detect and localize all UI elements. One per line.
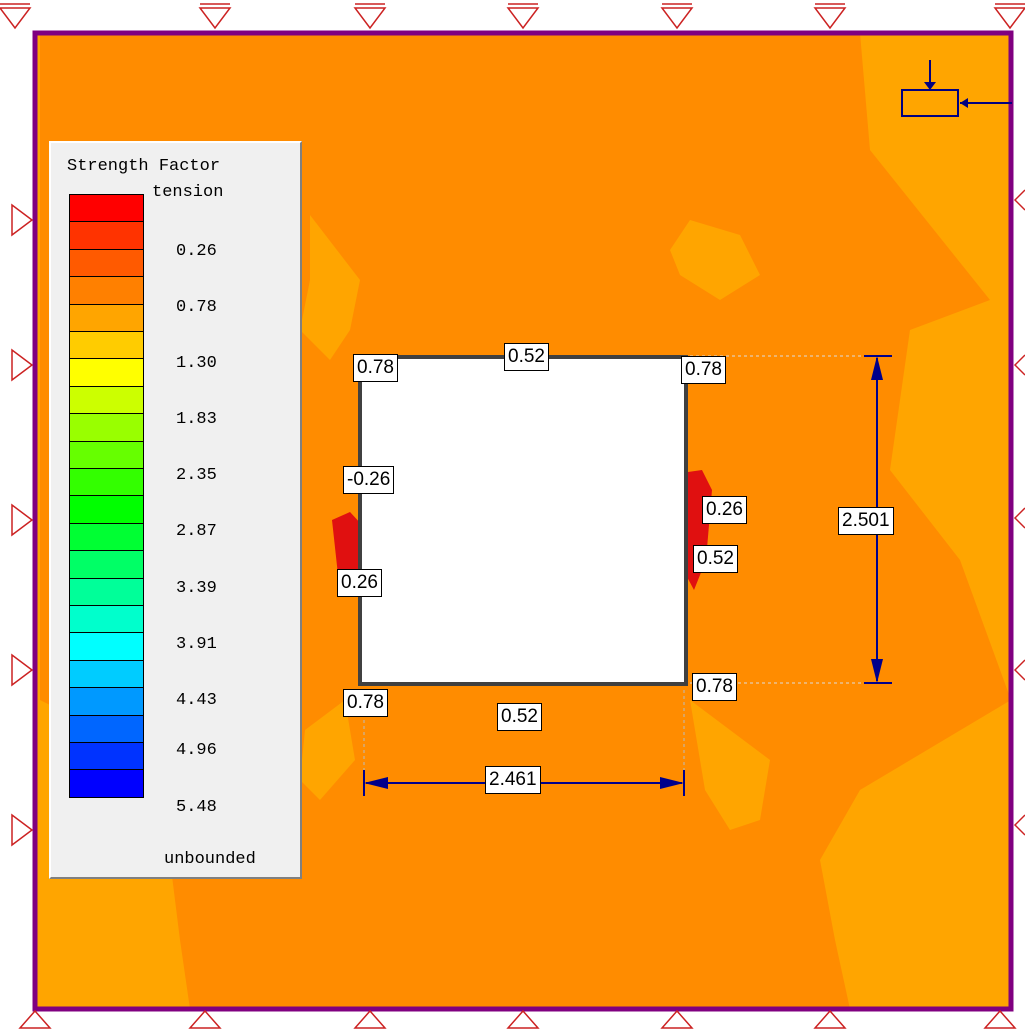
legend-label: tension: [152, 183, 224, 202]
legend-swatch: [69, 659, 144, 688]
legend-swatch: [69, 221, 144, 250]
legend-swatch: [69, 413, 144, 442]
value-label-left-lower: 0.26: [337, 569, 382, 597]
legend-label: unbounded: [164, 850, 256, 869]
legend-swatch: [69, 331, 144, 359]
contour-zone-right: [820, 33, 1011, 1009]
legend-label: 1.83: [176, 410, 217, 429]
legend-swatch: [69, 632, 144, 661]
width-dimension-label: 2.461: [485, 766, 541, 794]
value-label-bottom-mid: 0.52: [497, 703, 542, 731]
bottom-restraints: [18, 1009, 1017, 1029]
legend-swatch: [69, 769, 144, 798]
external-boundary[interactable]: [32, 30, 1014, 1012]
legend-label: 3.39: [176, 579, 217, 598]
legend-swatch: [69, 385, 144, 414]
contour-zone-left-lobe-upper: [300, 215, 360, 360]
legend-label: 0.78: [176, 298, 217, 317]
legend-swatch: [69, 550, 144, 579]
legend-swatch: [69, 605, 144, 633]
value-label-right-lower: 0.52: [693, 545, 738, 573]
contour-zone-left-lobe-lower: [300, 700, 355, 800]
legend-swatch: [69, 468, 144, 496]
field-stress-icon[interactable]: [901, 60, 1012, 117]
legend-swatch: [69, 495, 144, 524]
legend-title: Strength Factor: [67, 157, 221, 176]
right-restraints: [1013, 189, 1025, 836]
excavation[interactable]: [358, 355, 688, 686]
legend-swatch: [69, 248, 144, 277]
legend-swatch: [69, 742, 144, 770]
legend-label: 4.96: [176, 741, 217, 760]
legend-label: 5.48: [176, 798, 217, 817]
legend-label: 3.91: [176, 635, 217, 654]
legend-label: 2.35: [176, 466, 217, 485]
legend-label: 1.30: [176, 354, 217, 373]
legend-label: 2.87: [176, 522, 217, 541]
legend-swatch: [69, 714, 144, 743]
left-restraints: [11, 203, 34, 847]
legend-label: 4.43: [176, 691, 217, 710]
legend-panel[interactable]: Strength Factor tension 0.26 0.78 1.30 1.83 2…: [49, 141, 302, 879]
value-label-left-upper: -0.26: [343, 466, 395, 494]
legend-swatch: [69, 577, 144, 606]
value-label-right-upper: 0.26: [702, 496, 747, 524]
legend-swatch: [69, 276, 144, 305]
legend-swatch: [69, 440, 144, 469]
legend-swatch: [69, 687, 144, 716]
legend-swatch: [69, 358, 144, 387]
legend-swatch: [69, 522, 144, 551]
legend-swatch: [69, 194, 144, 222]
height-dimension-label: 2.501: [838, 507, 894, 535]
top-restraints: [0, 3, 1025, 30]
value-label-bottom-right: 0.78: [692, 673, 737, 701]
contour-zone-right-lobe-upper: [670, 220, 760, 300]
value-label-top-left: 0.78: [353, 354, 398, 382]
legend-swatch: [69, 303, 144, 332]
legend-swatch-border: [69, 796, 144, 798]
legend-label: 0.26: [176, 242, 217, 261]
contour-zone-right-lobe-lower: [690, 700, 770, 830]
value-label-top-right: 0.78: [681, 356, 726, 384]
value-label-bottom-left: 0.78: [343, 689, 388, 717]
value-label-top-mid: 0.52: [504, 343, 549, 371]
